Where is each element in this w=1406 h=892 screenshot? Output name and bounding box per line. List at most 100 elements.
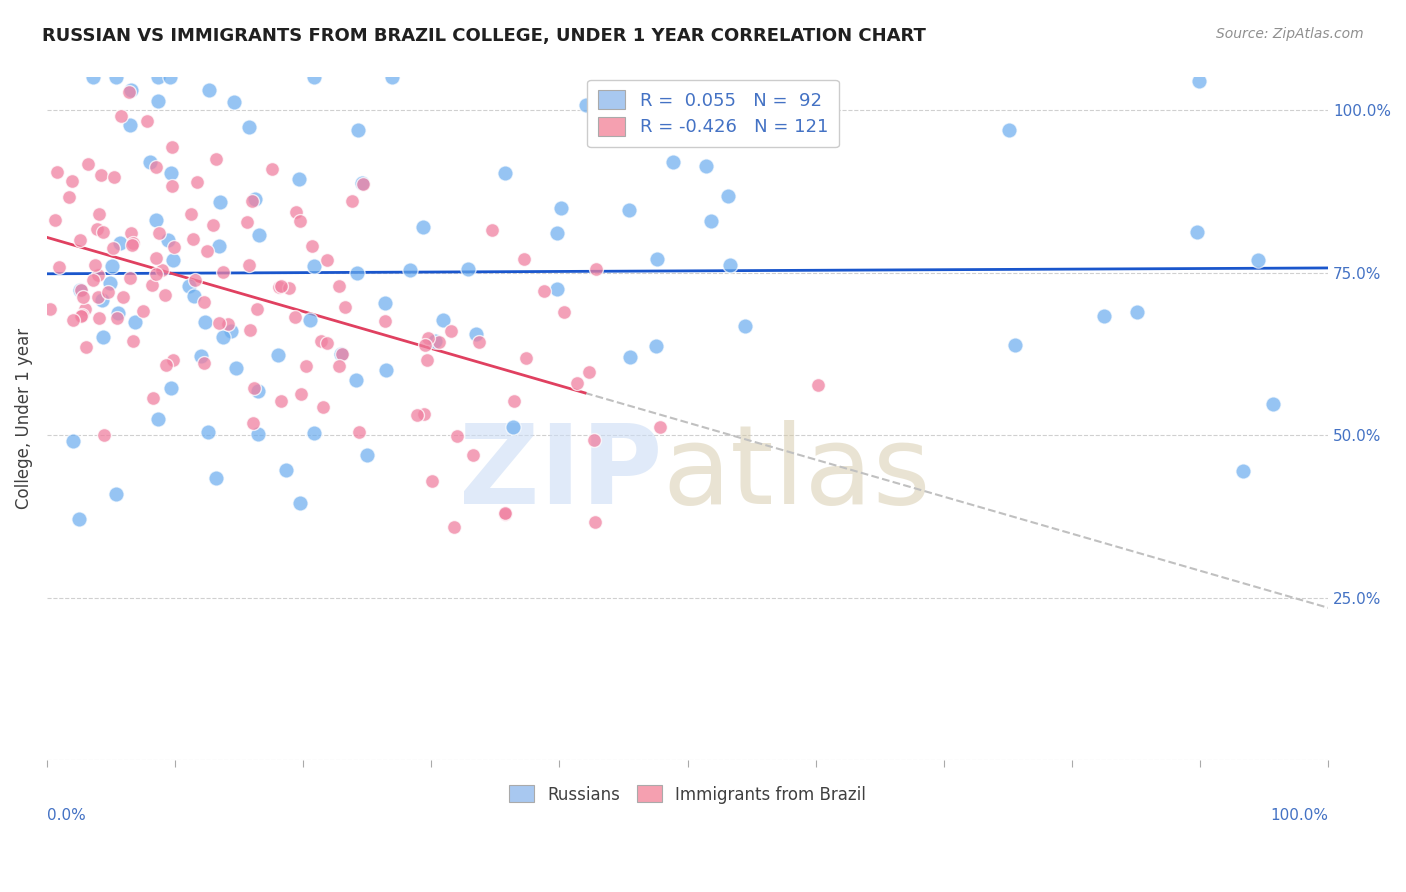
Point — [346, 266, 368, 280]
Point — [118, 271, 141, 285]
Point — [648, 419, 671, 434]
Point — [1092, 309, 1115, 323]
Point — [91, 330, 114, 344]
Point — [184, 273, 207, 287]
Point — [574, 98, 596, 112]
Point — [110, 236, 132, 251]
Point — [344, 373, 367, 387]
Point — [242, 417, 264, 431]
Point — [619, 351, 641, 365]
Point — [132, 304, 155, 318]
Point — [62, 434, 84, 449]
Point — [69, 233, 91, 247]
Point — [75, 340, 97, 354]
Point — [412, 219, 434, 234]
Point — [502, 419, 524, 434]
Point — [274, 463, 297, 477]
Point — [546, 227, 568, 241]
Point — [695, 159, 717, 173]
Point — [494, 506, 516, 520]
Point — [533, 285, 555, 299]
Point — [381, 70, 404, 85]
Point — [267, 280, 290, 294]
Point — [718, 258, 741, 272]
Point — [356, 449, 378, 463]
Point — [315, 336, 337, 351]
Point — [83, 258, 105, 272]
Point — [270, 278, 292, 293]
Point — [193, 295, 215, 310]
Point — [1126, 304, 1149, 318]
Point — [425, 334, 447, 348]
Point — [93, 428, 115, 442]
Point — [309, 334, 332, 348]
Point — [141, 277, 163, 292]
Point — [205, 471, 228, 485]
Point — [112, 289, 135, 303]
Point — [58, 189, 80, 203]
Point — [138, 154, 160, 169]
Point — [645, 339, 668, 353]
Point — [245, 192, 267, 206]
Point — [155, 288, 177, 302]
Point — [304, 259, 326, 273]
Point — [194, 315, 217, 329]
Point — [546, 281, 568, 295]
Point — [413, 338, 436, 352]
Point — [609, 120, 631, 134]
Point — [398, 262, 420, 277]
Point — [240, 194, 263, 209]
Point — [494, 507, 516, 521]
Point — [734, 319, 756, 334]
Point — [374, 314, 396, 328]
Point — [157, 233, 180, 247]
Point — [145, 160, 167, 174]
Point — [578, 364, 600, 378]
Point — [145, 267, 167, 281]
Point — [148, 95, 170, 109]
Point — [122, 236, 145, 251]
Point — [204, 152, 226, 166]
Point — [288, 214, 311, 228]
Point — [1247, 252, 1270, 267]
Point — [463, 449, 485, 463]
Point — [315, 252, 337, 267]
Point — [583, 515, 606, 529]
Point — [238, 120, 260, 135]
Point — [647, 252, 669, 266]
Point — [420, 474, 443, 488]
Point — [150, 263, 173, 277]
Point — [288, 171, 311, 186]
Point — [585, 262, 607, 277]
Point — [347, 425, 370, 439]
Point — [97, 285, 120, 299]
Text: atlas: atlas — [662, 420, 931, 527]
Point — [198, 83, 221, 97]
Point — [301, 239, 323, 253]
Point — [101, 241, 124, 255]
Point — [1188, 73, 1211, 87]
Point — [997, 123, 1019, 137]
Legend: Russians, Immigrants from Brazil: Russians, Immigrants from Brazil — [499, 775, 876, 814]
Point — [98, 277, 121, 291]
Point — [662, 155, 685, 169]
Point — [70, 310, 93, 324]
Point — [288, 496, 311, 510]
Point — [412, 408, 434, 422]
Point — [86, 221, 108, 235]
Point — [465, 327, 488, 342]
Point — [87, 268, 110, 283]
Text: RUSSIAN VS IMMIGRANTS FROM BRAZIL COLLEGE, UNDER 1 YEAR CORRELATION CHART: RUSSIAN VS IMMIGRANTS FROM BRAZIL COLLEG… — [42, 27, 927, 45]
Point — [494, 166, 516, 180]
Point — [299, 313, 322, 327]
Point — [284, 204, 307, 219]
Point — [211, 330, 233, 344]
Point — [374, 296, 396, 310]
Point — [186, 175, 208, 189]
Point — [48, 260, 70, 274]
Point — [87, 290, 110, 304]
Point — [807, 377, 830, 392]
Point — [284, 310, 307, 325]
Point — [118, 85, 141, 99]
Point — [91, 225, 114, 239]
